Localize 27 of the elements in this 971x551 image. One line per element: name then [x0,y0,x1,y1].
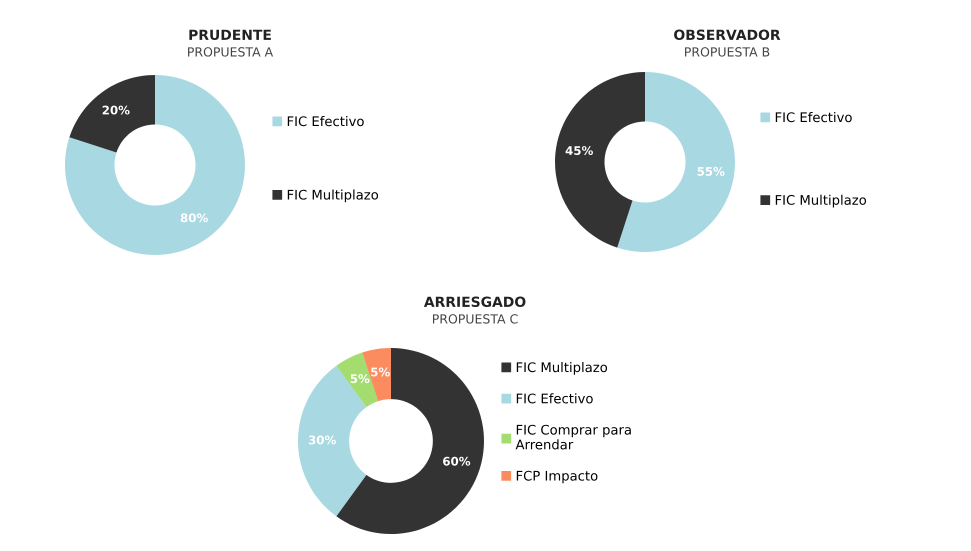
legend-label: FIC Multiplazo [516,362,608,375]
chart-title: OBSERVADOR [674,30,780,40]
donut-slice [555,72,645,248]
donut-slice [69,75,155,152]
donut-slice [617,72,735,252]
data-label: 20% [102,106,130,115]
chart-title: ARRIESGADO [424,296,526,308]
chart-subtitle: PROPUESTA B [685,47,770,57]
legend-label: FIC Multiplazo [288,189,378,202]
data-label: 60% [443,456,470,466]
legend-label: FIC Multiplazo [776,194,866,208]
donut-slice [65,75,245,255]
data-label: 30% [308,435,336,444]
data-label: 5% [350,374,370,384]
donut-slice [336,348,484,534]
data-label: 80% [180,213,208,222]
legend-label: FIC Comprar para Arrendar [516,424,631,450]
chart-title: PRUDENTE [189,30,271,40]
legend-label: FIC Efectivo [776,112,852,122]
data-label: 5% [371,368,390,376]
legend-label: FCP Impacto [516,470,598,484]
chart-subtitle: PROPUESTA C [432,314,518,324]
legend-label: FIC Efectivo [516,393,593,404]
data-label: 45% [566,146,593,156]
chart-subtitle: PROPUESTA A [188,47,274,57]
data-label: 55% [698,166,725,176]
legend-label: FIC Efectivo [288,116,364,126]
